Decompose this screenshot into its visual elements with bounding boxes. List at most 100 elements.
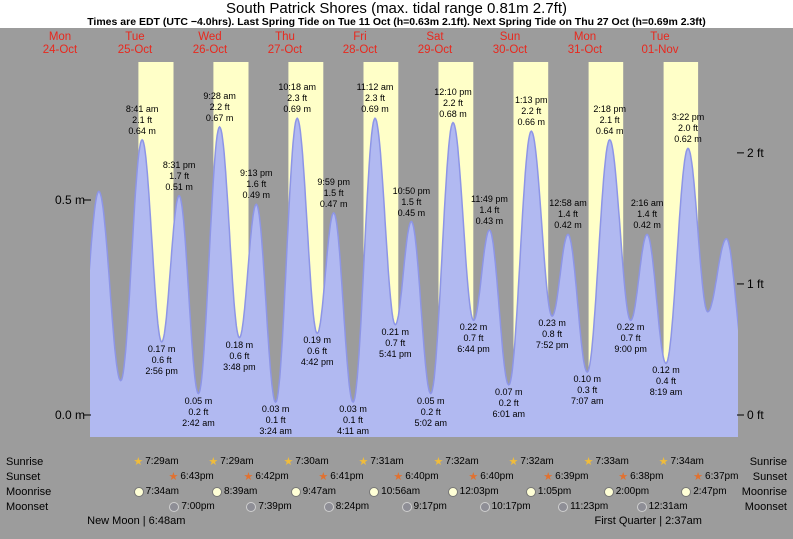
tide-label-line: 0.69 m: [361, 104, 389, 115]
tide-label-line: 0.6 ft: [151, 354, 172, 365]
tide-label-line: 0.2 ft: [420, 406, 441, 417]
sunrise-entry: ★ 7:31am: [358, 455, 403, 469]
moonrise-entry: 9:47am: [290, 485, 336, 499]
astro-row-label-sunset: Sunset: [752, 471, 787, 483]
tide-label-line: 1.7 ft: [169, 170, 190, 181]
tide-label-line: 6:01 am: [492, 408, 526, 419]
sunrise-entry: ★ 7:32am: [509, 455, 554, 469]
day-date: 27-Oct: [267, 44, 303, 56]
tide-label-line: 0.3 ft: [577, 385, 598, 395]
moonrise-time: 9:47am: [302, 486, 336, 497]
tide-label-line: 9:59 pm: [317, 176, 350, 187]
sunrise-icon: ★: [358, 455, 369, 468]
sunset-icon: ★: [543, 470, 554, 483]
low-tide-label: 0.07 m 0.2 ft 6:01 am: [477, 387, 541, 420]
tide-label-line: 0.66 m: [517, 117, 546, 128]
day-label: Thu 27-Oct: [250, 31, 320, 57]
sunset-entry: ★ 6:40pm: [468, 470, 513, 484]
high-tide-label: 11:49 pm 1.4 ft 0.43 m: [457, 194, 521, 227]
tide-label-line: 2:16 am: [630, 198, 664, 209]
day-name: Sun: [499, 31, 521, 43]
page-title: South Patrick Shores (max. tidal range 0…: [226, 0, 567, 17]
tide-label-line: 0.2 ft: [498, 397, 519, 408]
high-tide-label: 10:18 am 2.3 ft 0.69 m: [265, 82, 329, 115]
high-tide-label: 12:10 pm 2.2 ft 0.68 m: [421, 87, 485, 120]
moonrise-entry: 2:47pm: [681, 485, 727, 499]
sunset-entry: ★ 6:40pm: [393, 470, 438, 484]
tide-label-line: 4:11 am: [337, 426, 369, 437]
tide-label-line: 1:13 pm: [515, 95, 548, 106]
tide-label-line: 10:18 am: [278, 82, 316, 93]
high-tide-label: 9:13 pm 1.6 ft 0.49 m: [224, 168, 288, 201]
tide-label-line: 10:50 pm: [392, 185, 431, 196]
astro-row-label-sunset: Sunset: [6, 471, 41, 483]
tide-label-line: 9:13 pm: [240, 168, 273, 179]
day-date: 24-Oct: [42, 44, 78, 56]
tide-curve-area: [90, 118, 738, 437]
high-tide-label: 11:12 am 2.3 ft 0.69 m: [343, 82, 407, 115]
moonset-time: 12:31am: [648, 501, 688, 512]
sunrise-entry: ★ 7:33am: [584, 455, 629, 469]
sunset-icon: ★: [393, 470, 404, 483]
day-name: Mon: [573, 31, 597, 43]
moonset-icon: [479, 502, 490, 512]
high-tide-label: 8:31 pm 1.7 ft 0.51 m: [147, 160, 211, 193]
moonrise-icon: [290, 487, 301, 497]
tide-label-line: 0.7 ft: [620, 333, 641, 344]
day-label: Tue 01-Nov: [625, 31, 695, 57]
y-axis-label-00m: 0.0 m: [54, 408, 85, 422]
day-name: Wed: [198, 31, 222, 43]
tide-label-line: 2.3 ft: [287, 93, 308, 104]
sunrise-entry: ★ 7:29am: [208, 455, 253, 469]
y-axis-label-1ft: 1 ft: [747, 277, 764, 291]
sunrise-icon: ★: [283, 455, 294, 468]
tide-label-line: 2:42 am: [182, 417, 215, 428]
low-tide-label: 0.05 m 0.2 ft 2:42 am: [166, 396, 230, 429]
sunrise-icon: ★: [433, 455, 444, 468]
tide-label-line: 0.7 ft: [463, 333, 484, 344]
tide-label-line: 0.6 ft: [229, 350, 250, 361]
tide-label-line: 3:22 pm: [671, 112, 705, 123]
sunrise-time: 7:34am: [670, 456, 704, 467]
high-tide-label: 2:18 pm 2.1 ft 0.64 m: [578, 104, 642, 137]
astro-row-label-sunrise: Sunrise: [749, 456, 787, 468]
sunset-entry: ★ 6:39pm: [543, 470, 588, 484]
moonset-time: 10:17pm: [491, 501, 531, 512]
high-tide-label: 10:50 pm 1.5 ft 0.45 m: [379, 186, 443, 219]
sunrise-time: 7:29am: [145, 456, 179, 467]
tide-label-line: 0.42 m: [554, 220, 582, 231]
low-tide-label: 0.23 m 0.8 ft 7:52 pm: [520, 318, 584, 351]
high-tide-label: 9:59 pm 1.5 ft 0.47 m: [302, 177, 366, 210]
high-tide-label: 3:22 pm 2.0 ft 0.62 m: [656, 112, 720, 145]
sunrise-entry: ★ 7:32am: [434, 455, 479, 469]
day-label: Sun 30-Oct: [475, 31, 545, 57]
tide-label-line: 0.18 m: [225, 339, 254, 350]
sunrise-time: 7:31am: [370, 456, 404, 467]
moonset-icon: [636, 502, 647, 512]
moonrise-entry: 12:03pm: [447, 485, 499, 499]
low-tide-label: 0.22 m 0.7 ft 9:00 pm: [599, 322, 663, 355]
tide-label-line: 7:52 pm: [535, 340, 569, 351]
tide-label-line: 6:44 pm: [457, 344, 490, 355]
tide-label-line: 0.2 ft: [188, 406, 209, 417]
tide-label-line: 0.45 m: [397, 207, 426, 218]
tide-label-line: 0.19 m: [303, 335, 331, 346]
tide-label-line: 0.68 m: [439, 108, 467, 119]
astro-row-label-moonrise: Moonrise: [6, 486, 52, 498]
day-label: Tue 25-Oct: [100, 31, 170, 57]
moonrise-icon: [212, 487, 223, 497]
sunrise-entry: ★ 7:34am: [659, 455, 704, 469]
moonset-icon: [169, 502, 180, 512]
moonset-time: 7:39pm: [258, 501, 292, 512]
y-axis-label-05m: 0.5 m: [54, 193, 85, 207]
day-label: Fri 28-Oct: [325, 31, 395, 57]
tide-label-line: 0.64 m: [128, 125, 156, 136]
low-tide-label: 0.03 m 0.1 ft 3:24 am: [244, 404, 308, 437]
tide-label-line: 1.5 ft: [323, 187, 344, 198]
tide-label-line: 1.4 ft: [479, 205, 500, 216]
low-tide-label: 0.12 m 0.4 ft 8:19 am: [634, 365, 698, 398]
moonset-entry: 8:24pm: [323, 500, 369, 514]
high-tide-label: 8:41 am 2.1 ft 0.64 m: [110, 104, 174, 137]
tide-label-line: 0.05 m: [184, 395, 213, 406]
tide-label-line: 0.23 m: [538, 318, 566, 329]
